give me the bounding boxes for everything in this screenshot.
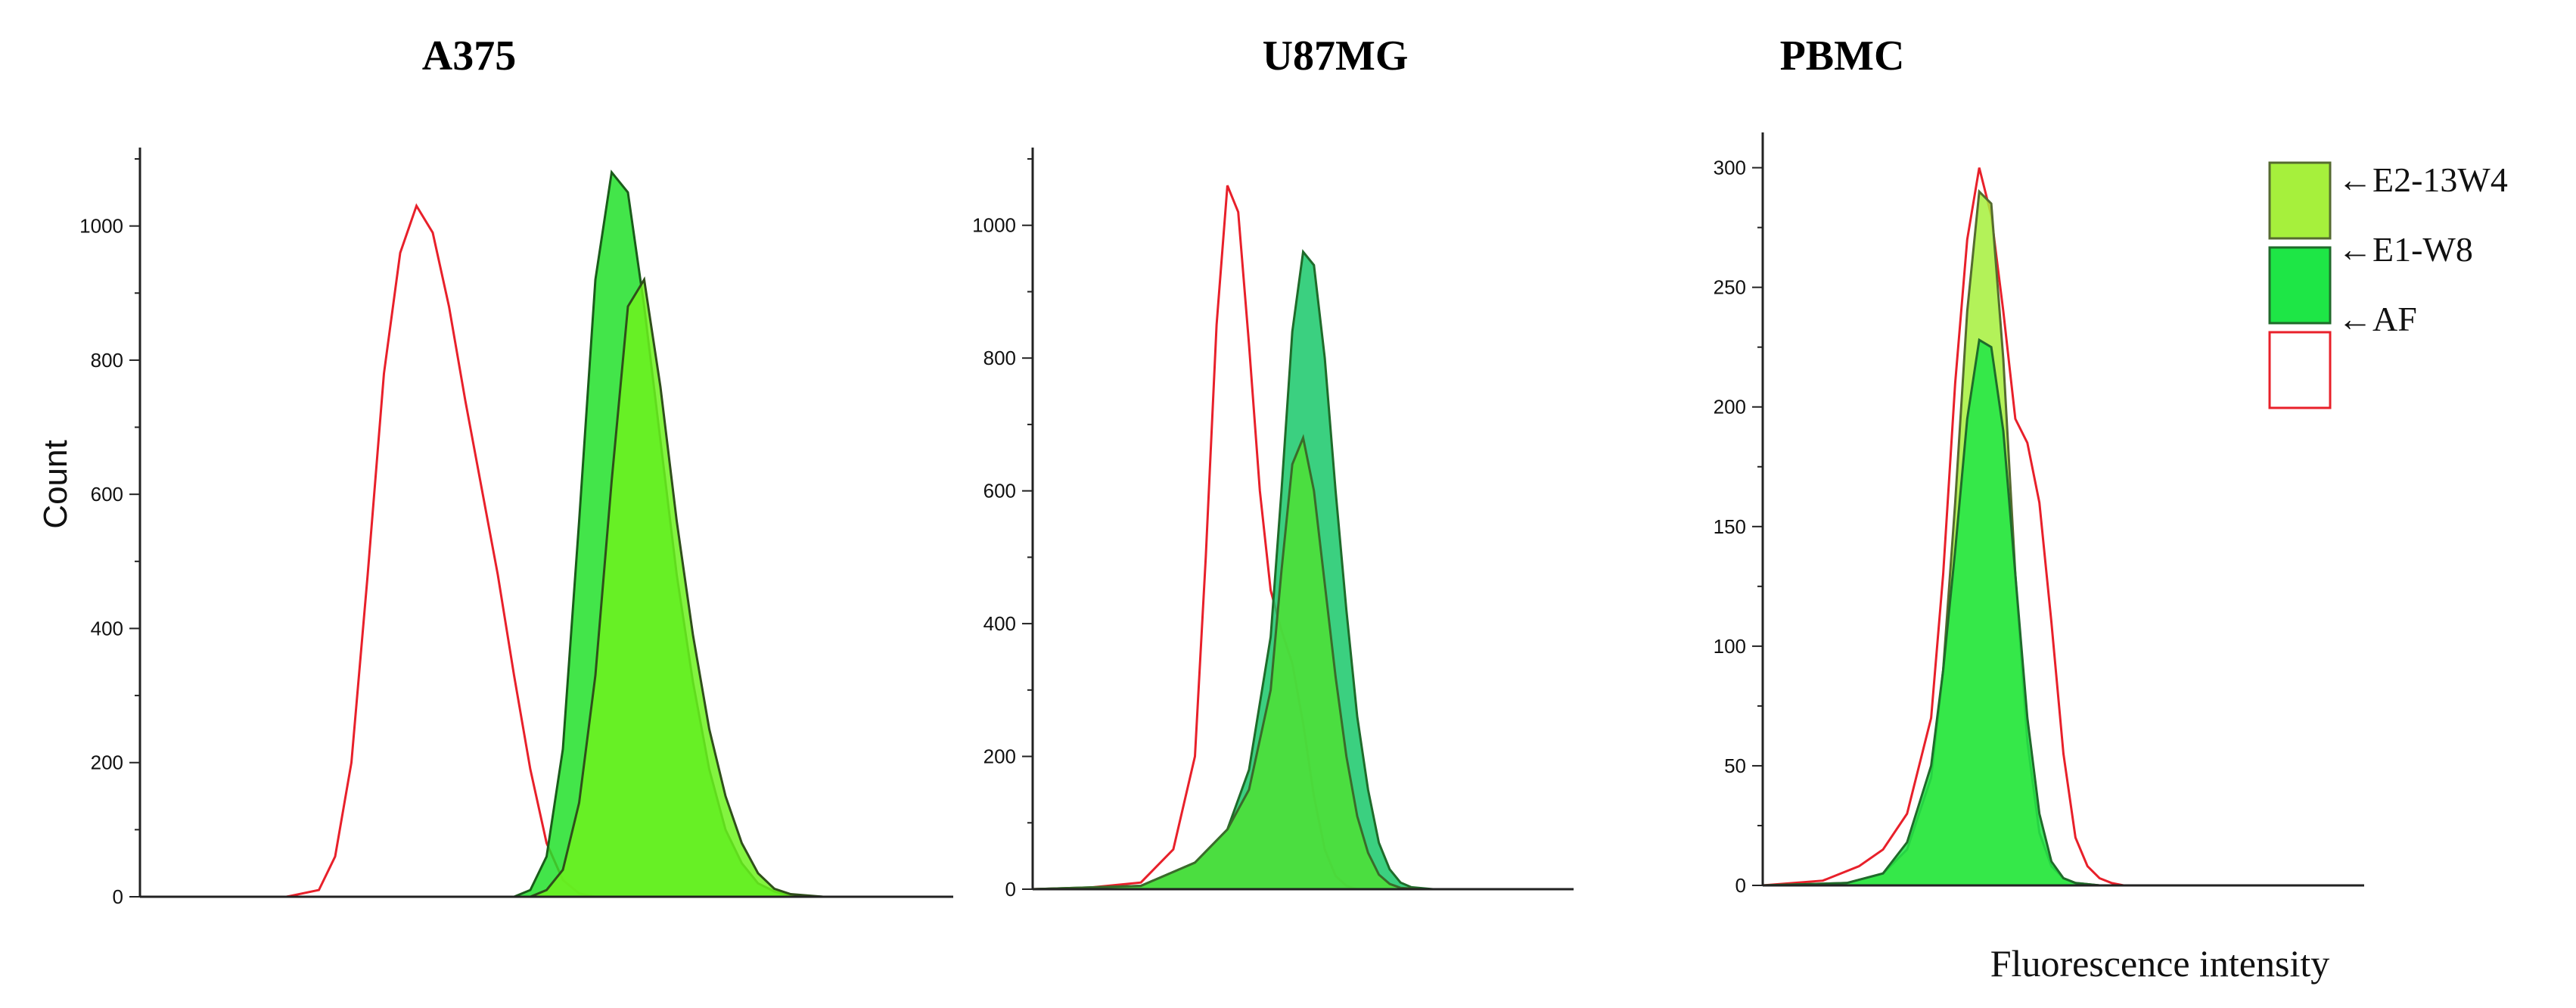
legend-swatch-2 xyxy=(2268,331,2332,409)
panel-title-u87mg: U87MG xyxy=(1263,33,1409,79)
histogram-pbmc-series-0 xyxy=(1762,167,2364,887)
y-tick-label-u87mg: 200 xyxy=(983,745,1016,768)
y-tick-label-a375: 400 xyxy=(91,617,123,639)
y-tick-label-pbmc: 100 xyxy=(1714,635,1746,658)
y-tick-label-a375: 200 xyxy=(91,751,123,774)
panel-title-a375: A375 xyxy=(422,33,516,79)
y-tick-label-pbmc: 50 xyxy=(1724,754,1746,777)
y-tick-label-u87mg: 400 xyxy=(983,612,1016,635)
y-tick-label-a375: 1000 xyxy=(79,215,123,238)
histogram-pbmc-series-2 xyxy=(1762,338,2364,887)
y-tick-label-a375: 600 xyxy=(91,483,123,506)
y-tick-label-pbmc: 0 xyxy=(1735,874,1746,897)
histogram-u87mg-series-2 xyxy=(1032,434,1574,891)
histogram-a375-series-1 xyxy=(140,170,953,898)
histogram-a375-series-2 xyxy=(140,276,953,898)
y-tick-label-a375: 0 xyxy=(113,885,123,908)
y-tick-label-u87mg: 800 xyxy=(983,347,1016,369)
y-axis-label: Count xyxy=(37,440,74,528)
legend-label-0: ←E2-13W4 xyxy=(2338,160,2508,199)
y-tick-label-pbmc: 300 xyxy=(1714,157,1746,179)
legend-swatch-0 xyxy=(2268,161,2332,240)
legend-swatch-1 xyxy=(2268,246,2332,325)
plot-pbmc: 0 50 100 150 200 250 300 xyxy=(1714,132,2364,897)
y-tick-label-a375: 800 xyxy=(91,349,123,372)
y-tick-label-u87mg: 1000 xyxy=(972,214,1016,237)
x-axis-label: Fluorescence intensity xyxy=(1990,942,2330,985)
plot-u87mg: 0 200 400 600 800 1000 xyxy=(972,148,1574,901)
histogram-a375-series-0 xyxy=(140,203,953,898)
panel-title-pbmc: PBMC xyxy=(1780,33,1905,79)
y-tick-label-u87mg: 0 xyxy=(1005,878,1016,901)
y-tick-label-pbmc: 200 xyxy=(1714,396,1746,418)
y-tick-label-pbmc: 150 xyxy=(1714,515,1746,538)
y-tick-label-u87mg: 600 xyxy=(983,480,1016,502)
plot-a375: 0 200 400 600 800 1000 xyxy=(79,148,953,908)
legend-label-1: ←E1-W8 xyxy=(2338,230,2473,269)
legend-label-2: ←AF xyxy=(2338,300,2417,338)
legend: ←E2-13W4 ←E1-W8 ←AF xyxy=(2268,160,2508,409)
y-tick-label-pbmc: 250 xyxy=(1714,276,1746,299)
